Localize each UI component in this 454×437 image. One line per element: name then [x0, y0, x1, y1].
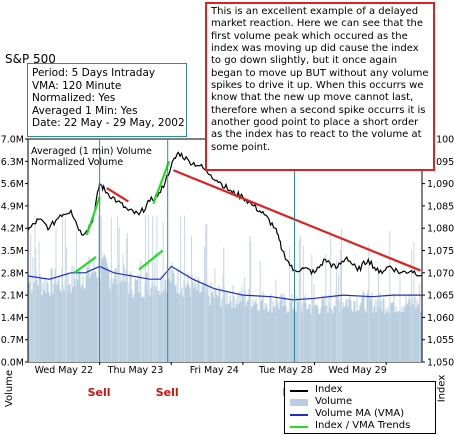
y-axis-right-title: Index — [436, 374, 448, 403]
left-tick-label-4: 2.8M — [1, 268, 24, 279]
green-vma-trend-1 — [138, 249, 164, 271]
right-tick-label-5: 1,075 — [427, 246, 454, 257]
left-axis-ticks: 0.0M 0.7M 1.4M 2.1M 2.8M 3.5M 4.2M 4.9M 5.6M 6.3M… — [1, 135, 28, 369]
right-tick-label-8: 1,090 — [427, 179, 454, 190]
right-tick-label-3: 1,065 — [427, 291, 454, 302]
left-tick-label-1: 0.7M — [1, 335, 24, 346]
info-box: Period: 5 Days Intraday VMA: 120 Minute … — [27, 63, 187, 137]
y-axis-left-title: Volume — [4, 369, 16, 408]
legend-label-trends: Index / VMA Trends — [315, 420, 411, 431]
right-tick-label-0: 1,050 — [427, 358, 454, 369]
trend-lines — [73, 160, 421, 274]
signal-markers — [99, 139, 295, 362]
red-trend-line-0 — [173, 169, 421, 272]
signal-label-sell-1: Sell — [155, 386, 179, 399]
right-tick-label-10: 1,100 — [427, 135, 454, 146]
x-axis-ticks: Wed May 22 Thu May 23 Fri May 24 Tue May 28… — [35, 362, 387, 376]
signal-label-sell-0: Sell — [87, 386, 111, 399]
left-tick-label-7: 4.9M — [1, 201, 24, 212]
left-tick-label-8: 5.6M — [1, 179, 24, 190]
right-tick-label-7: 1,085 — [427, 201, 454, 212]
legend-swatch-index — [290, 390, 308, 392]
info-date: Date: 22 May - 29 May, 2002 — [32, 117, 185, 129]
left-tick-label-0: 0.0M — [1, 358, 24, 369]
info-period: Period: 5 Days Intraday — [32, 67, 156, 79]
legend: Index Volume Volume MA (VMA) Index / VMA… — [284, 381, 436, 434]
volume-legend-line1: Averaged (1 min) Volume — [31, 146, 152, 157]
green-index-trend-0 — [85, 196, 101, 236]
annotation-note: This is an excellent example of a delaye… — [205, 2, 435, 171]
volume-legend-line2: Normalized Volume — [31, 157, 124, 168]
right-tick-label-9: 1,095 — [427, 157, 454, 168]
right-tick-label-1: 1,055 — [427, 335, 454, 346]
right-tick-label-4: 1,070 — [427, 268, 454, 279]
left-tick-label-5: 3.5M — [1, 246, 24, 257]
red-trend-line-1 — [106, 187, 129, 203]
legend-label-index: Index — [315, 384, 343, 395]
green-index-trend-1 — [152, 160, 171, 205]
x-tick-label-3: Tue May 28 — [258, 365, 313, 376]
left-tick-label-2: 1.4M — [1, 313, 24, 324]
left-tick-label-6: 4.2M — [1, 224, 24, 235]
legend-label-vma: Volume MA (VMA) — [315, 408, 405, 419]
left-tick-label-9: 6.3M — [1, 157, 24, 168]
legend-swatch-volume — [290, 399, 308, 406]
x-tick-label-4: Wed May 29 — [328, 365, 386, 376]
right-axis-ticks: 1,050 1,055 1,060 1,065 1,070 1,075 1,080 1,085… — [422, 135, 454, 369]
chart-title: S&P 500 — [5, 52, 56, 66]
right-tick-label-2: 1,060 — [427, 313, 454, 324]
info-vma: VMA: 120 Minute — [32, 79, 122, 92]
green-vma-trend-0 — [73, 255, 97, 274]
info-normalized: Normalized: Yes — [32, 92, 116, 104]
legend-swatch-trends — [290, 426, 308, 428]
left-tick-label-10: 7.0M — [1, 135, 24, 146]
info-averaged: Averaged 1 Min: Yes — [32, 104, 138, 117]
right-tick-label-6: 1,080 — [427, 224, 454, 235]
legend-label-volume: Volume — [315, 396, 353, 407]
legend-swatch-vma — [290, 414, 308, 416]
volume-bars — [28, 215, 422, 362]
x-tick-label-1: Thu May 23 — [107, 365, 164, 376]
x-tick-label-2: Fri May 24 — [190, 365, 239, 376]
vma-line — [27, 265, 422, 301]
left-tick-label-3: 2.1M — [1, 291, 24, 302]
volume-legend: Averaged (1 min) Volume Normalized Volum… — [31, 146, 152, 168]
x-tick-label-0: Wed May 22 — [35, 365, 93, 376]
volume-spikes — [30, 215, 420, 362]
